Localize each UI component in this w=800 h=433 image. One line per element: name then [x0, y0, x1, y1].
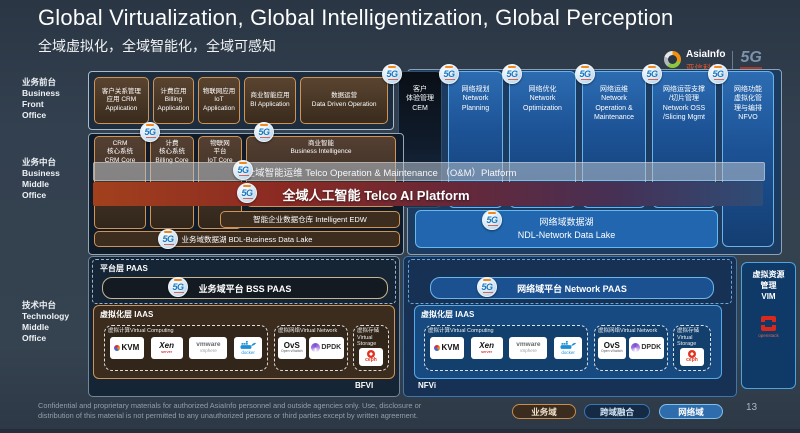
- bss-paas-bar: 业务域平台 BSS PAAS: [102, 277, 388, 299]
- app-box-data-operation: 数据运营 Data Driven Operation: [300, 77, 388, 124]
- 5g-badge-icon: 5G: [140, 122, 160, 142]
- network-paas-bar: 网络域平台 Network PAAS: [430, 277, 714, 299]
- docker-whale-icon: [240, 340, 256, 349]
- legend-cross-domain: 跨域融合: [584, 404, 650, 419]
- bottom-band: [0, 429, 800, 433]
- 5g-badge-icon: 5G: [477, 277, 497, 297]
- kvm-logo: KVM: [109, 336, 144, 359]
- ceph-logo: ceph: [359, 347, 383, 366]
- app-box-bi: 商业智能应用 BI Application: [243, 77, 297, 124]
- asiainfo-logo: AsiaInfo 亚信科技 5G: [664, 44, 763, 75]
- legend-network-domain: 网络域: [659, 404, 723, 419]
- bfvi-label: BFVI: [355, 381, 374, 390]
- paas-area-left: [92, 259, 396, 304]
- app-box-iot: 物联网应用 IoT Application: [198, 77, 240, 124]
- ceph-icon: [688, 350, 696, 359]
- 5g-badge-icon: 5G: [168, 277, 188, 297]
- iaas-label-right: 虚拟化层 IAAS: [421, 310, 475, 319]
- virtual-network-group: 虚拟网络Virtual Network OvS Open vSwitch DPDK: [274, 325, 348, 371]
- 5g-badge-icon: 5G: [237, 183, 257, 203]
- page-subtitle: 全域虚拟化，全域智能化，全域可感知: [38, 38, 276, 54]
- ovs-logo: OvS Open vSwitch: [598, 336, 626, 359]
- docker-whale-icon: [560, 340, 576, 349]
- ceph-icon: [367, 350, 375, 359]
- brand-divider: [732, 50, 734, 69]
- virtual-storage-group-right: 虚拟存储 Virtual Storage ceph: [673, 325, 711, 371]
- ceph-logo: ceph: [680, 347, 704, 366]
- brand-name: AsiaInfo: [686, 49, 726, 60]
- dpdk-icon: [631, 343, 641, 353]
- bdl-box: 业务域数据湖 BDL-Business Data Lake: [94, 231, 400, 247]
- 5g-badge-icon: 5G: [502, 64, 522, 84]
- front-office-panel: 客户关系管理 应用 CRM Application 计费应用 Billing A…: [88, 71, 394, 130]
- 5g-badge-icon: 5G: [575, 64, 595, 84]
- openstack-icon: [761, 316, 776, 332]
- 5g-badge-icon: 5G: [482, 210, 502, 230]
- virtual-storage-label-right: 虚拟存储 Virtual Storage: [677, 328, 700, 348]
- sidebar-label-business-middle-office: 业务中台 Business Middle Office: [22, 157, 60, 201]
- footer-confidential: Confidential and proprietary materials f…: [38, 401, 422, 420]
- virtual-network-label: 虚拟网络Virtual Network: [278, 328, 338, 334]
- virtual-computing-group: 虚拟计算Virtual Computing KVM Xen server vmwa…: [104, 325, 268, 371]
- nfvi-label: NFVi: [418, 381, 437, 390]
- 5g-badge-icon: 5G: [708, 64, 728, 84]
- app-box-crm: 客户关系管理 应用 CRM Application: [94, 77, 149, 124]
- vim-box: 虚拟资源 管理 VIM openstack: [741, 262, 796, 389]
- vmware-logo: vmware vSphere: [509, 336, 548, 359]
- paas-area-right: [408, 259, 732, 304]
- virtual-computing-group-right: 虚拟计算Virtual Computing KVM Xen server vmwa…: [424, 325, 588, 371]
- asiainfo-logo-icon: [664, 51, 681, 68]
- dpdk-logo: DPDK: [628, 336, 664, 359]
- sidebar-label-technology-middle-office: 技术中台 Technology Middle Office: [22, 300, 70, 344]
- paas-label-left: 平台层 PAAS: [100, 264, 148, 273]
- xenserver-logo: Xen server: [470, 336, 503, 359]
- dpdk-logo: DPDK: [308, 336, 344, 359]
- virtual-storage-group: 虚拟存储 Virtual Storage ceph: [353, 325, 389, 371]
- page-title: Global Virtualization, Global Intelligen…: [38, 5, 674, 30]
- om-platform-bar: 全域智能运维 Telco Operation & Maintenance （O&…: [93, 162, 765, 181]
- 5g-badge-icon: 5G: [233, 160, 253, 180]
- ovs-logo: OvS Open vSwitch: [278, 336, 306, 359]
- vim-label: 虚拟资源 管理 VIM: [752, 270, 785, 301]
- edw-box: 智能企业数据仓库 Intelligent EDW: [220, 211, 400, 228]
- kvm-icon: [434, 344, 441, 351]
- 5g-badge-icon: 5G: [439, 64, 459, 84]
- page-number: 13: [746, 402, 758, 413]
- virtual-network-label-right: 虚拟网络Virtual Network: [598, 328, 658, 334]
- 5g-badge-icon: 5G: [382, 64, 402, 84]
- xenserver-logo: Xen server: [150, 336, 183, 359]
- openstack-logo: openstack: [758, 333, 779, 339]
- sidebar-label-business-front-office: 业务前台 Business Front Office: [22, 77, 60, 121]
- iaas-label-left: 虚拟化层 IAAS: [100, 310, 154, 319]
- docker-logo: docker: [554, 336, 583, 359]
- vmware-logo: vmware vSphere: [189, 336, 228, 359]
- ndl-box: 网络域数据湖 NDL-Network Data Lake: [415, 210, 718, 248]
- kvm-icon: [114, 344, 121, 351]
- virtual-storage-label: 虚拟存储 Virtual Storage: [357, 328, 380, 348]
- kvm-logo: KVM: [429, 336, 464, 359]
- docker-logo: docker: [234, 336, 263, 359]
- 5g-badge-icon: 5G: [642, 64, 662, 84]
- dpdk-icon: [311, 343, 321, 353]
- legend-business-domain: 业务域: [512, 404, 576, 419]
- 5g-badge-icon: 5G: [158, 229, 178, 249]
- column-nfvo: 网络功能 虚拟化管 理与编排 NFVO: [722, 71, 774, 247]
- virtual-computing-label: 虚拟计算Virtual Computing: [108, 328, 174, 334]
- 5g-badge-icon: 5G: [254, 122, 274, 142]
- brand-5g-logo: 5G: [740, 50, 763, 69]
- ai-platform-bar: 全域人工智能 Telco AI Platform: [93, 182, 763, 206]
- virtual-computing-label-right: 虚拟计算Virtual Computing: [428, 328, 494, 334]
- virtual-network-group-right: 虚拟网络Virtual Network OvS Open vSwitch DPDK: [594, 325, 668, 371]
- app-box-billing: 计费应用 Billing Application: [152, 77, 195, 124]
